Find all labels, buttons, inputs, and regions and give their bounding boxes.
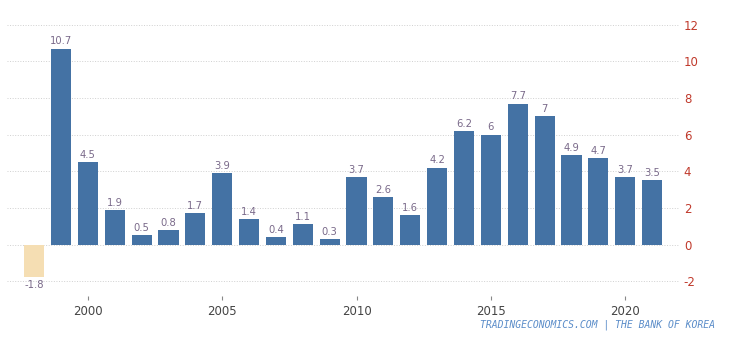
Bar — [131, 235, 152, 244]
Text: 1.6: 1.6 — [402, 203, 418, 213]
Text: 7.7: 7.7 — [510, 91, 526, 101]
Text: 6.2: 6.2 — [456, 119, 472, 129]
Text: 2.6: 2.6 — [375, 185, 391, 195]
Bar — [78, 162, 98, 244]
Bar — [266, 237, 286, 244]
Bar — [347, 177, 366, 244]
Text: 1.1: 1.1 — [295, 212, 311, 222]
Text: 0.8: 0.8 — [161, 218, 177, 228]
Text: 4.7: 4.7 — [591, 146, 606, 156]
Text: 0.4: 0.4 — [268, 225, 284, 235]
Bar — [293, 224, 313, 244]
Text: -1.8: -1.8 — [24, 280, 44, 290]
Text: 1.7: 1.7 — [188, 201, 204, 211]
Bar — [427, 168, 447, 244]
Text: 3.7: 3.7 — [349, 165, 364, 175]
Bar — [534, 116, 555, 244]
Text: 4.5: 4.5 — [80, 150, 96, 160]
Text: 6: 6 — [488, 122, 494, 133]
Bar — [615, 177, 635, 244]
Text: 10.7: 10.7 — [50, 36, 72, 47]
Text: 1.9: 1.9 — [107, 198, 123, 207]
Text: 3.9: 3.9 — [215, 161, 230, 171]
Text: 0.5: 0.5 — [134, 223, 150, 233]
Bar — [320, 239, 339, 244]
Bar — [104, 210, 125, 244]
Bar — [373, 197, 393, 244]
Bar — [454, 131, 474, 244]
Bar — [507, 104, 528, 244]
Bar — [51, 49, 71, 244]
Bar — [24, 244, 45, 277]
Bar — [400, 215, 420, 244]
Text: 4.2: 4.2 — [429, 155, 445, 166]
Text: 3.7: 3.7 — [618, 165, 633, 175]
Text: 7: 7 — [542, 104, 548, 114]
Bar — [481, 135, 501, 244]
Bar — [642, 181, 662, 244]
Bar — [588, 158, 608, 244]
Bar — [212, 173, 232, 244]
Text: 1.4: 1.4 — [241, 207, 257, 217]
Bar — [158, 230, 179, 244]
Text: TRADINGECONOMICS.COM | THE BANK OF KOREA: TRADINGECONOMICS.COM | THE BANK OF KOREA — [480, 319, 715, 330]
Bar — [561, 155, 582, 244]
Bar — [185, 214, 205, 244]
Text: 0.3: 0.3 — [322, 227, 337, 237]
Bar — [239, 219, 259, 244]
Text: 3.5: 3.5 — [644, 168, 660, 178]
Text: 4.9: 4.9 — [564, 143, 580, 153]
